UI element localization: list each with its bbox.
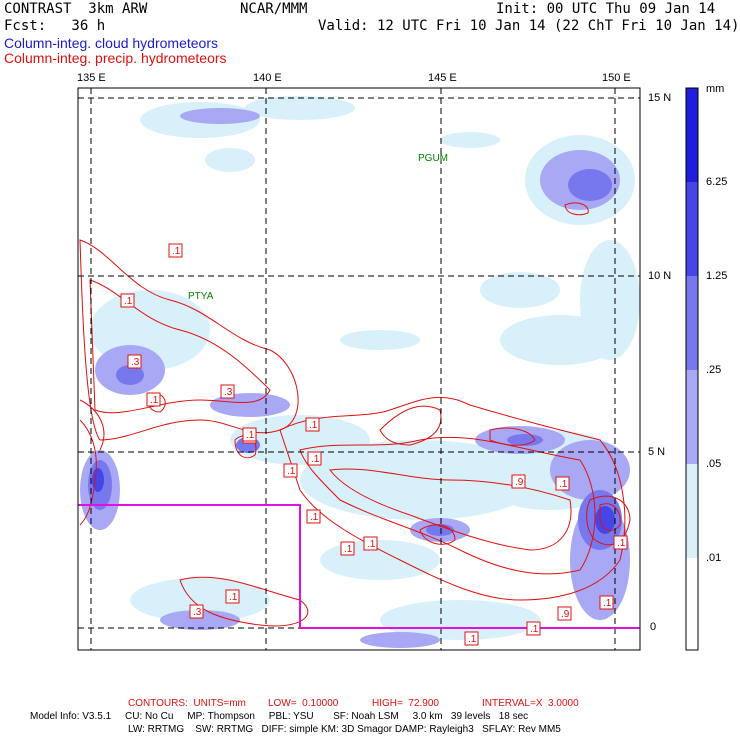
- colorbar-label-0-01: .01: [706, 552, 722, 564]
- contour-label: .1: [168, 243, 183, 258]
- colorbar-segment: [686, 464, 698, 558]
- init-time: Init: 00 UTC Thu 09 Jan 14: [496, 1, 716, 17]
- valid-time: Valid: 12 UTC Fri 10 Jan 14 (22 ChT Fri …: [318, 18, 740, 34]
- svg-text:.1: .1: [287, 466, 296, 477]
- contour-label: .1: [283, 463, 298, 478]
- contour-label: .1: [307, 451, 322, 466]
- svg-text:.1: .1: [344, 544, 353, 555]
- contour-label: .1: [305, 417, 320, 432]
- lat-label-0: 0: [650, 621, 657, 633]
- lat-label-10n: 10 N: [648, 270, 672, 282]
- svg-text:.9: .9: [515, 477, 524, 488]
- contour-label: .3: [127, 354, 142, 369]
- station-ptya: PTYA: [188, 291, 214, 302]
- colorbar-segment: [686, 558, 698, 650]
- colorbar: [685, 87, 699, 651]
- svg-text:.9: .9: [561, 609, 570, 620]
- svg-text:.1: .1: [617, 538, 626, 549]
- contour-label: .1: [225, 589, 240, 604]
- forecast-hour: Fcst: 36 h: [4, 18, 106, 34]
- field-precip-label: Column-integ. precip. hydrometeors: [4, 50, 227, 66]
- colorbar-segment: [686, 182, 698, 276]
- contour-label: .9: [557, 606, 572, 621]
- svg-text:.3: .3: [131, 357, 140, 368]
- field-cloud-label: Column-integ. cloud hydrometeors: [4, 35, 218, 51]
- contour-label: .1: [242, 427, 257, 442]
- contour-label: .3: [220, 384, 235, 399]
- contour-label: .1: [613, 535, 628, 550]
- colorbar-label-6-25: 6.25: [706, 176, 728, 188]
- lat-lon-grid: [78, 88, 640, 650]
- lat-label-5n: 5 N: [648, 446, 666, 458]
- inner-domain-outline: [78, 504, 640, 629]
- colorbar-segment: [686, 370, 698, 464]
- contours-title: CONTOURS: UNITS=mm: [128, 698, 246, 709]
- colorbar-label-1-25: 1.25: [706, 270, 728, 282]
- svg-text:.1: .1: [310, 512, 319, 523]
- contours-low: LOW= 0.10000: [268, 698, 339, 709]
- svg-text:.1: .1: [172, 246, 181, 257]
- contour-label: .1: [599, 595, 614, 610]
- svg-text:.1: .1: [367, 539, 376, 550]
- svg-text:.1: .1: [124, 296, 133, 307]
- svg-text:.1: .1: [229, 592, 238, 603]
- colorbar-frame: [685, 87, 699, 651]
- lon-label-145: 145 E: [428, 72, 457, 84]
- contour-label: .3: [189, 604, 204, 619]
- contour-label: .1: [340, 541, 355, 556]
- svg-text:.3: .3: [193, 607, 202, 618]
- svg-text:.1: .1: [246, 430, 255, 441]
- contour-label: .1: [464, 631, 479, 646]
- svg-text:.1: .1: [603, 598, 612, 609]
- lon-label-135: 135 E: [77, 72, 106, 84]
- contour-label: .1: [146, 392, 161, 407]
- station-pgum: PGUM: [418, 153, 448, 164]
- contour-label: .1: [526, 621, 541, 636]
- contour-label: .1: [555, 476, 570, 491]
- model-info-line1: Model Info: V3.5.1 CU: No Cu MP: Thompso…: [30, 711, 529, 722]
- map-frame: [77, 87, 641, 651]
- org-label: NCAR/MMM: [240, 1, 308, 17]
- lon-label-140: 140 E: [253, 72, 282, 84]
- colorbar-segment: [686, 88, 698, 182]
- contour-label-boxes: .1 .1 .3 .1 .3 .1 .1 .1 .1 .1 .1 .1 .1 .…: [120, 243, 628, 646]
- svg-text:.1: .1: [309, 420, 318, 431]
- svg-text:.1: .1: [311, 454, 320, 465]
- contour-label: .1: [120, 293, 135, 308]
- contours-high: HIGH= 72.900: [372, 698, 439, 709]
- colorbar-label-0-05: .05: [706, 458, 722, 470]
- svg-text:.1: .1: [468, 634, 477, 645]
- colorbar-label-0-25: .25: [706, 364, 722, 376]
- lat-label-15n: 15 N: [648, 92, 672, 104]
- svg-text:.3: .3: [224, 387, 233, 398]
- svg-text:.1: .1: [150, 395, 159, 406]
- precip-contours: [79, 202, 631, 627]
- colorbar-segment: [686, 276, 698, 370]
- colorbar-unit: mm: [706, 83, 725, 95]
- contour-label: .9: [511, 474, 526, 489]
- model-title: CONTRAST 3km ARW: [4, 1, 148, 17]
- contours-interval: INTERVAL=X 3.0000: [482, 698, 579, 709]
- svg-text:.1: .1: [559, 479, 568, 490]
- model-info-line2: LW: RRTMG SW: RRTMG DIFF: simple KM: 3D …: [128, 724, 561, 735]
- contour-label: .1: [363, 536, 378, 551]
- contour-label: .1: [306, 509, 321, 524]
- lon-label-150: 150 E: [602, 72, 631, 84]
- svg-text:.1: .1: [530, 624, 539, 635]
